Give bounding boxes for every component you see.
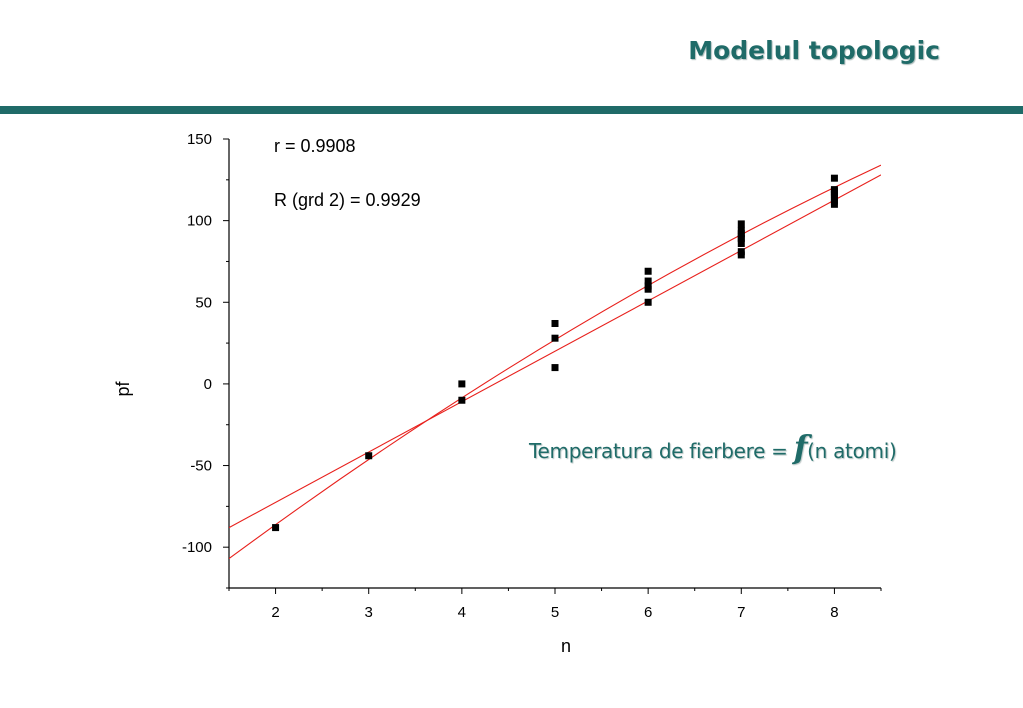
x-tick-label: 4: [458, 604, 466, 621]
x-tick-label: 6: [644, 604, 652, 621]
data-point: [830, 174, 838, 182]
annotation-r: r = 0.9908: [274, 136, 356, 156]
x-axis-label: n: [561, 636, 571, 656]
caption-suffix: (n atomi): [807, 439, 897, 463]
data-point: [551, 334, 559, 342]
fit-lines: [229, 164, 881, 560]
data-point: [737, 251, 745, 259]
data-point: [644, 267, 652, 275]
title-divider: [0, 106, 1023, 114]
data-point: [644, 298, 652, 306]
caption-formula: Temperatura de fierbere = f(n atomi): [529, 428, 897, 466]
data-point: [737, 239, 745, 247]
annotation-R: R (grd 2) = 0.9929: [274, 190, 421, 210]
x-tick-label: 2: [271, 604, 279, 621]
data-point: [551, 364, 559, 372]
data-point: [644, 285, 652, 293]
data-point: [551, 319, 559, 327]
data-point: [272, 524, 280, 532]
data-point: [737, 220, 745, 228]
y-tick-label: 100: [187, 213, 212, 230]
data-point: [644, 277, 652, 285]
y-axis-label: pf: [113, 380, 133, 396]
y-tick-label: 150: [187, 131, 212, 148]
data-point: [830, 200, 838, 208]
chart-axes: [223, 138, 882, 594]
data-point: [458, 380, 466, 388]
x-tick-label: 3: [365, 604, 373, 621]
chart-labels: -100 -50 0 50 100 150 2 3 4 5 6 7 8 n pf r = 0.9908 R (g…: [113, 131, 839, 656]
y-tick-label: 0: [204, 376, 212, 393]
y-tick-label: -100: [182, 539, 212, 556]
data-point: [365, 452, 373, 460]
slide-title: Modelul topologic: [688, 36, 940, 65]
y-tick-label: -50: [190, 458, 212, 475]
y-tick-label: 50: [195, 294, 212, 311]
function-symbol: f: [793, 428, 808, 466]
caption-prefix: Temperatura de fierbere =: [529, 439, 794, 463]
x-tick-label: 8: [830, 604, 838, 621]
data-points: [272, 174, 838, 532]
linear-fit-line: [229, 174, 881, 529]
quadratic-fit-line: [229, 164, 881, 560]
data-point: [458, 396, 466, 404]
data-point: [737, 235, 745, 243]
x-tick-label: 7: [737, 604, 745, 621]
x-tick-label: 5: [551, 604, 559, 621]
